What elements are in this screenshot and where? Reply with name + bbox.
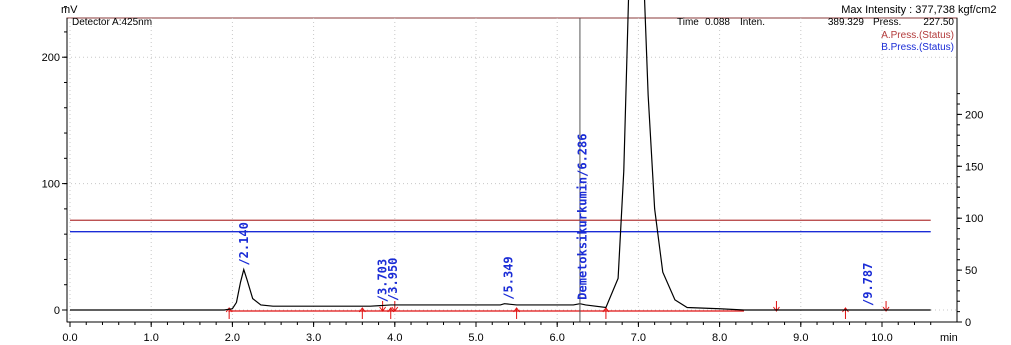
y-right-tick-label: 150 xyxy=(965,161,983,173)
y-right-tick-label: 200 xyxy=(965,109,983,121)
peak-label: /3.703 xyxy=(376,259,390,302)
marker-down-arrow xyxy=(882,301,890,312)
y-left-tick-label: 200 xyxy=(42,52,60,64)
marker-up-arrow xyxy=(513,307,520,319)
marker-down-arrow xyxy=(773,301,780,312)
peak-label: Demetoksikurkumin/6.286 xyxy=(575,134,589,300)
cursor-inten-label: Inten. xyxy=(740,17,765,28)
marker-up-arrow xyxy=(358,307,366,319)
plot-frame xyxy=(66,17,958,323)
x-tick-label: 4.0 xyxy=(387,332,402,344)
cursor-time-label: Time xyxy=(677,17,699,28)
cursor-press-value: 227.50 xyxy=(923,17,954,28)
x-tick-label: 0.0 xyxy=(62,332,77,344)
x-tick-label: 7.0 xyxy=(631,332,646,344)
cursor-inten-value: 389.329 xyxy=(828,17,865,28)
y-unit-left: mV xyxy=(61,4,78,16)
y-right-tick-label: 0 xyxy=(965,317,971,329)
integration-markers xyxy=(225,301,890,319)
cursor-time-value: 0.088 xyxy=(705,17,730,28)
marker-up-arrow xyxy=(387,307,395,319)
legend-b-press: B.Press.(Status) xyxy=(881,42,954,53)
peak-label: /3.950 xyxy=(386,258,400,301)
cursor-press-label: Press. xyxy=(873,17,901,28)
x-tick-label: 6.0 xyxy=(550,332,565,344)
x-tick-label: 1.0 xyxy=(144,332,159,344)
x-tick-label: 8.0 xyxy=(712,332,727,344)
x-unit: min xyxy=(940,332,958,344)
x-tick-label: 5.0 xyxy=(468,332,483,344)
x-tick-label: 2.0 xyxy=(225,332,240,344)
marker-down-arrow xyxy=(391,301,399,312)
legend-a-press: A.Press.(Status) xyxy=(881,30,954,41)
plot-area xyxy=(66,17,958,323)
series-layer xyxy=(70,219,931,233)
x-tick-label: 9.0 xyxy=(793,332,808,344)
y-right-tick-label: 100 xyxy=(965,213,983,225)
grid-lines xyxy=(67,18,957,322)
chromatogram-layer xyxy=(70,0,931,322)
peak-label: /2.140 xyxy=(237,222,251,265)
y-right-tick-label: 50 xyxy=(965,265,977,277)
axes: 0.0 1.0 2.0 3.0 4.0 5.0 6.0 7.0 8.0 9.0 10.0 0 100 20… xyxy=(42,6,983,344)
y-left-tick-label: 0 xyxy=(54,305,60,317)
x-tick-label: 3.0 xyxy=(306,332,321,344)
peak-label: /9.787 xyxy=(861,263,875,306)
max-intensity-text: Max Intensity : 377,738 xyxy=(841,4,955,16)
peak-label: /5.349 xyxy=(501,256,515,299)
y-left-tick-label: 100 xyxy=(42,179,60,191)
peak-labels: /2.140/3.703/3.950/5.349 Demetoksikurkumi… xyxy=(237,134,875,306)
detector-label: Detector A:425nm xyxy=(72,17,152,28)
y-unit-right: kgf/cm2 xyxy=(958,4,997,16)
x-tick-label: 10.0 xyxy=(871,332,892,344)
